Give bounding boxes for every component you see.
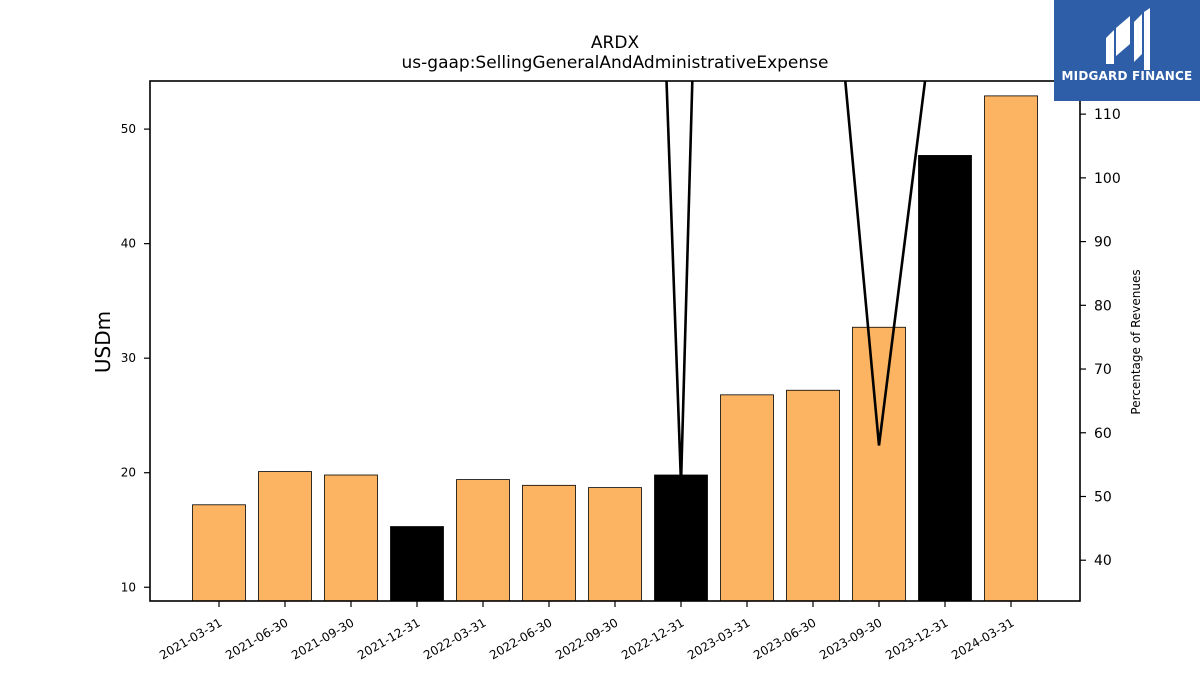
bar-2022-12-31 [654, 474, 708, 602]
bar-2022-09-30 [588, 487, 642, 602]
y-tick-label-30: 30 [121, 351, 136, 365]
x-tick-label-2023-12-31: 2023-12-31 [883, 615, 950, 662]
bar-2023-03-31 [720, 394, 774, 602]
x-tick-label-2022-12-31: 2022-12-31 [619, 615, 686, 662]
bar-2023-06-30 [786, 389, 840, 602]
y2-tick-label-40: 40 [1094, 553, 1112, 569]
bar-2023-09-30 [852, 326, 906, 602]
y2-tick-label-80: 80 [1094, 298, 1112, 314]
percentage-line [665, 81, 927, 484]
x-tick-label-2023-06-30: 2023-06-30 [751, 615, 818, 662]
y-tick-label-20: 20 [121, 466, 136, 480]
bar-2022-03-31 [456, 479, 510, 602]
y2-tick-label-60: 60 [1094, 426, 1112, 442]
bar-2021-03-31 [192, 504, 246, 602]
y2-tick-label-70: 70 [1094, 362, 1112, 378]
y2-tick-label-90: 90 [1094, 235, 1112, 251]
y-axis-label: USDm [91, 311, 115, 373]
bar-2021-12-31 [390, 526, 444, 602]
y2-tick-label-110: 110 [1094, 107, 1121, 123]
y2-axis-label: Percentage of Revenues [1129, 269, 1143, 414]
x-tick-label-2021-09-30: 2021-09-30 [289, 615, 356, 662]
x-tick-label-2022-06-30: 2022-06-30 [487, 615, 554, 662]
x-tick-label-2022-03-31: 2022-03-31 [421, 615, 488, 662]
x-tick-label-2023-09-30: 2023-09-30 [817, 615, 884, 662]
x-tick-label-2022-09-30: 2022-09-30 [553, 615, 620, 662]
bar-2023-12-31 [918, 155, 972, 602]
y-tick-label-10: 10 [121, 580, 136, 594]
chart-subtitle: us-gaap:SellingGeneralAndAdministrativeE… [402, 53, 829, 73]
bar-2022-06-30 [522, 484, 576, 602]
bar-2021-06-30 [258, 471, 312, 602]
y2-tick-label-100: 100 [1094, 171, 1121, 187]
x-tick-label-2021-03-31: 2021-03-31 [157, 615, 224, 662]
bar-2024-03-31 [984, 95, 1038, 602]
logo-mark-icon [1106, 8, 1150, 70]
chart-title: ARDX [591, 33, 640, 53]
y-tick-label-40: 40 [121, 237, 136, 251]
bar-2021-09-30 [324, 474, 378, 602]
logo-text: MIDGARD FINANCE [1061, 69, 1193, 83]
x-tick-label-2021-06-30: 2021-06-30 [223, 615, 290, 662]
x-tick-label-2024-03-31: 2024-03-31 [949, 615, 1016, 662]
midgard-finance-logo: MIDGARD FINANCE [1054, 0, 1200, 101]
x-tick-label-2023-03-31: 2023-03-31 [685, 615, 752, 662]
y-tick-label-50: 50 [121, 122, 136, 136]
y2-tick-label-50: 50 [1094, 489, 1112, 505]
x-tick-label-2021-12-31: 2021-12-31 [355, 615, 422, 662]
